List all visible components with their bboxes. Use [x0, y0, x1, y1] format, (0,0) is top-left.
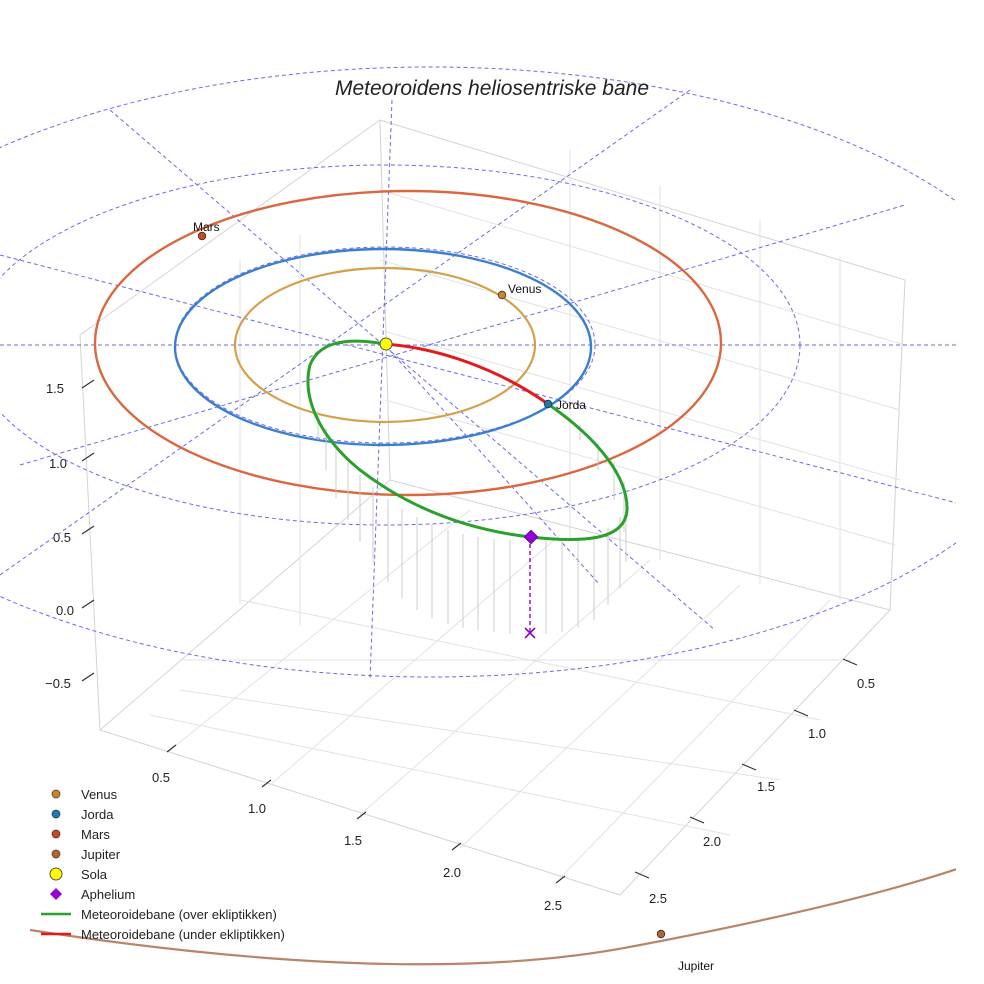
y-tick-label: 2.0: [703, 834, 721, 849]
legend-label: Meteoroidebane (over ekliptikken): [81, 907, 277, 922]
meteoroid-orbit: [306, 339, 629, 542]
y-tick-labels: 0.5 1.0 1.5 2.0 2.5: [649, 676, 875, 906]
body-labels: Venus Jorda Mars Jupiter: [193, 220, 714, 973]
x-tick-label: 2.0: [443, 865, 461, 880]
legend-label: Jupiter: [81, 847, 121, 862]
legend-item: Aphelium: [50, 887, 135, 902]
legend-item: Meteoroidebane (over ekliptikken): [41, 907, 277, 922]
meteoroid-orbit-above: [306, 339, 629, 542]
grid-f-1: [169, 509, 471, 751]
legend-label: Mars: [81, 827, 110, 842]
legend-swatch-aphelion: [50, 888, 62, 900]
ecliptic-spoke: [0, 254, 956, 504]
ecliptic-ring-3: [0, 66, 956, 678]
aphelion-projection: [524, 537, 536, 639]
grid-w-3: [379, 329, 901, 481]
z-tick-label: 0.0: [56, 603, 74, 618]
legend-swatch-venus: [51, 789, 61, 799]
aphelion-projection-marker: [524, 627, 536, 639]
earth-marker: [543, 399, 553, 409]
ecliptic-grid: [0, 66, 956, 681]
x-tick-labels: 0.5 1.0 1.5 2.0 2.5: [152, 770, 562, 913]
legend-item: Venus: [51, 787, 118, 802]
mars-label: Mars: [193, 220, 220, 234]
legend-swatch-mars: [51, 829, 61, 839]
grid-f-9: [149, 714, 731, 836]
x-tick-label: 0.5: [152, 770, 170, 785]
y-tick-label: 0.5: [857, 676, 875, 691]
y-tick-label: 1.0: [808, 726, 826, 741]
grid-f-4: [459, 584, 741, 849]
grid-w-1: [379, 189, 906, 346]
venus-marker: [497, 290, 507, 300]
z-tick-labels: −0.5 0.0 0.5 1.0 1.5: [45, 381, 74, 691]
legend-label: Sola: [81, 867, 108, 882]
bodies: [197, 231, 666, 939]
legend-label: Meteoroidebane (under ekliptikken): [81, 927, 285, 942]
z-tick-label: 0.5: [53, 530, 71, 545]
legend-item: Jupiter: [51, 847, 121, 862]
ecliptic-spoke: [384, 344, 601, 586]
jupiter-orbit: [29, 868, 956, 966]
legend-item: Jorda: [51, 807, 114, 822]
legend-item: Sola: [49, 867, 108, 882]
earth-label: Jorda: [556, 398, 586, 412]
planet-orbits: [29, 189, 956, 966]
box-floor-back-left: [99, 479, 391, 731]
mars-orbit: [93, 189, 723, 497]
y-tick-label: 2.5: [649, 891, 667, 906]
x-tick-label: 2.5: [544, 898, 562, 913]
grid-w-4: [384, 399, 896, 546]
ecliptic-spoke: [109, 109, 716, 631]
legend-label: Aphelium: [81, 887, 135, 902]
sun-marker: [379, 337, 393, 351]
ecliptic-spoke: [0, 89, 691, 576]
x-tick-label: 1.5: [344, 833, 362, 848]
legend: Venus Jorda Mars Jupiter Sola Aphelium M…: [41, 787, 285, 942]
legend-label: Jorda: [81, 807, 114, 822]
y-tick-label: 1.5: [757, 779, 775, 794]
z-tick-label: 1.5: [46, 381, 64, 396]
venus-label: Venus: [508, 282, 541, 296]
x-tick-label: 1.0: [248, 801, 266, 816]
earth-orbit: [173, 247, 593, 447]
mars-marker: [197, 231, 207, 241]
legend-item: Mars: [51, 827, 110, 842]
ecliptic-spoke: [19, 204, 906, 466]
legend-swatch-sun: [49, 867, 63, 881]
legend-label: Venus: [81, 787, 118, 802]
jupiter-label: Jupiter: [678, 959, 714, 973]
grid-f-7: [239, 599, 821, 721]
chart-title: Meteoroidens heliosentriske bane: [335, 77, 649, 100]
aphelion-marker: [523, 529, 539, 545]
box-back-edge: [379, 119, 391, 481]
venus-orbit: [233, 266, 537, 424]
z-tick-label: 1.0: [49, 456, 67, 471]
jupiter-marker: [656, 929, 666, 939]
ecliptic-spoke: [369, 99, 393, 681]
box-floor-back-right: [389, 479, 891, 611]
z-tick-label: −0.5: [45, 676, 71, 691]
legend-swatch-jupiter: [51, 849, 61, 859]
tick-marks: [81, 379, 858, 884]
grid-f-8: [179, 689, 781, 781]
legend-item: Meteoroidebane (under ekliptikken): [41, 927, 285, 942]
grid-w-2: [379, 259, 901, 411]
grid-f-3: [359, 559, 651, 816]
legend-swatch-earth: [51, 809, 61, 819]
box-grid: [79, 119, 906, 896]
grid-f-5: [559, 599, 831, 879]
meteoroid-orbit-below: [383, 342, 550, 406]
